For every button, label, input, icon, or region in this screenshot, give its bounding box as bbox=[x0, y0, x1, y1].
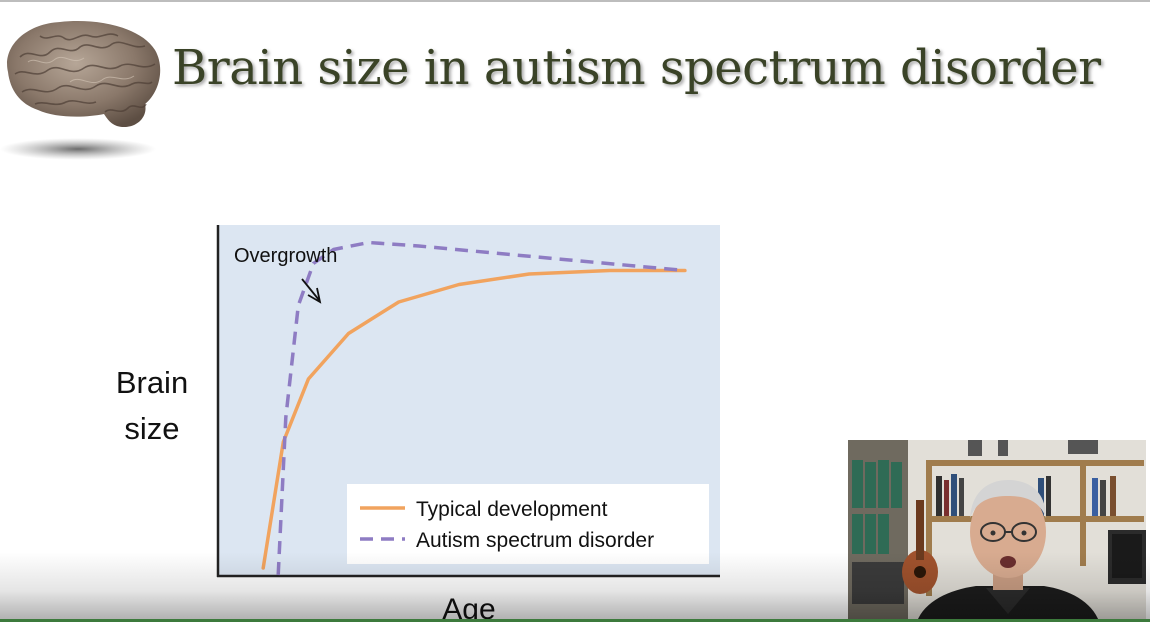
legend-label-typical-development: Typical development bbox=[416, 498, 608, 521]
legend-box bbox=[347, 484, 709, 564]
overgrowth-annotation: Overgrowth bbox=[234, 245, 337, 267]
presenter-video-icon bbox=[848, 440, 1146, 622]
annotation-arrow bbox=[301, 278, 320, 301]
slide-title: Brain size in autism spectrum disorder bbox=[172, 40, 1101, 96]
chart: Overgrowth Typical development Autism sp… bbox=[216, 225, 720, 622]
legend: Typical development Autism spectrum diso… bbox=[347, 484, 709, 564]
legend-label-autism-spectrum-disorder: Autism spectrum disorder bbox=[416, 529, 654, 552]
x-axis-label: Age bbox=[442, 593, 495, 622]
series-line-autism-spectrum-disorder bbox=[276, 240, 686, 576]
series-line-typical-development bbox=[261, 268, 687, 570]
video-progress-bar[interactable] bbox=[0, 619, 1150, 622]
y-axis-label: Brain size bbox=[115, 365, 189, 446]
brain-icon bbox=[0, 12, 170, 162]
annotation-arrow-head bbox=[307, 287, 322, 304]
